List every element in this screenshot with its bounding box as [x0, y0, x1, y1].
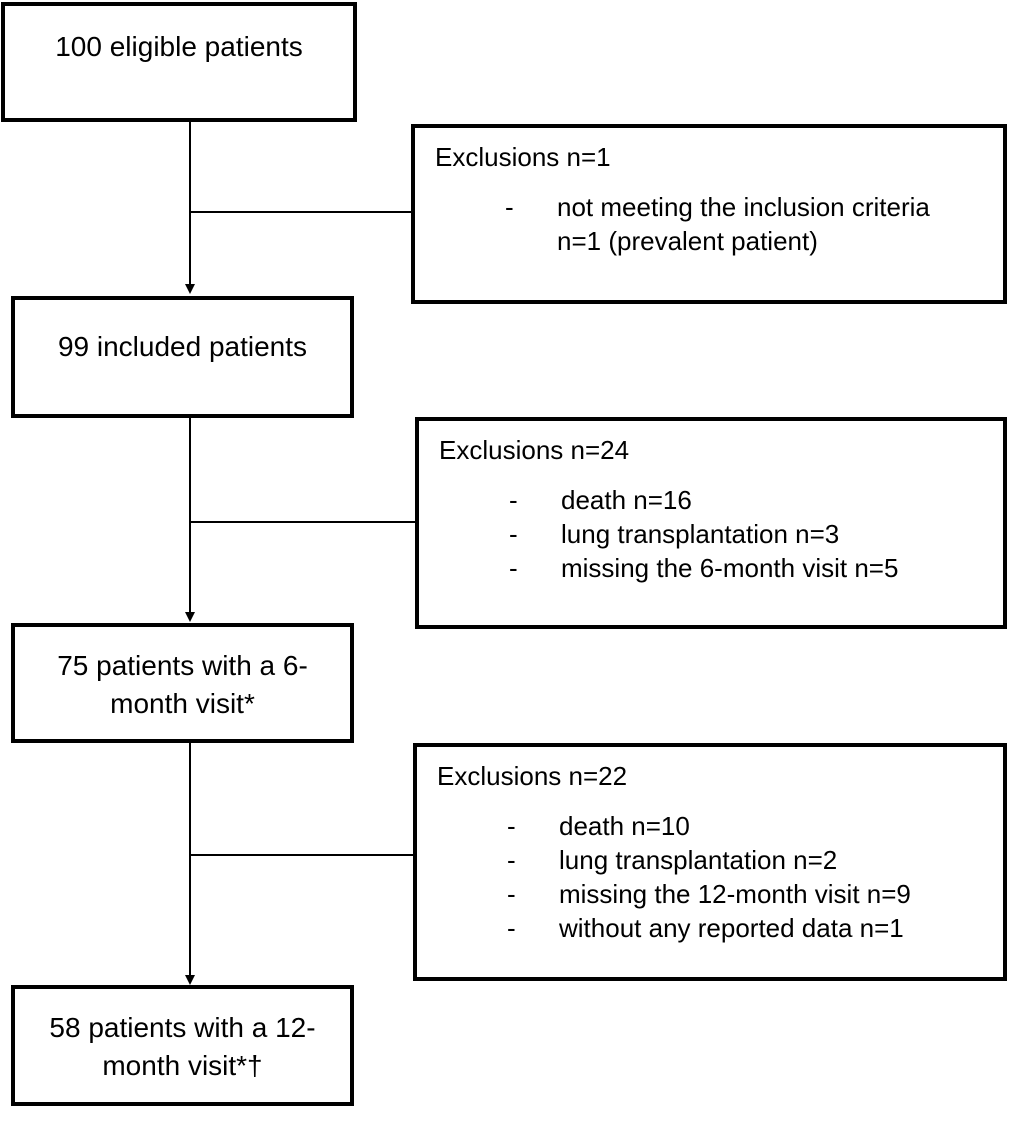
stage-6-month-line2: month visit*	[110, 688, 255, 719]
exclusion-item-text: n=1 (prevalent patient)	[557, 226, 818, 256]
exclusion-item-text: missing the 12-month visit n=9	[559, 879, 911, 909]
stage-included-text: 99 included patients	[57, 331, 308, 362]
bullet-dash: -	[507, 879, 516, 909]
exclusion-list: - death n=10 - lung transplantation n=2 …	[437, 809, 983, 945]
stage-included-box: 99 included patients	[11, 296, 354, 418]
bullet-dash: -	[507, 811, 516, 841]
exclusion-item-text: not meeting the inclusion criteria	[557, 192, 930, 222]
stage-eligible-text: 100 eligible patients	[55, 31, 303, 62]
bullet-dash: -	[509, 553, 518, 583]
exclusion-item-text: without any reported data n=1	[559, 913, 904, 943]
exclusion-item: - lung transplantation n=2	[507, 843, 983, 877]
stage-6-month-line1: 75 patients with a 6-	[57, 650, 308, 681]
exclusion-item-text: lung transplantation n=3	[561, 519, 840, 549]
exclusion-item: - lung transplantation n=3	[509, 517, 983, 551]
exclusion-item-text: lung transplantation n=2	[559, 845, 838, 875]
stage-6-month-box: 75 patients with a 6- month visit*	[11, 623, 354, 743]
exclusion-box-2: Exclusions n=24 - death n=16 - lung tran…	[415, 417, 1007, 629]
exclusion-title: Exclusions n=24	[439, 435, 630, 465]
stage-eligible-box: 100 eligible patients	[1, 2, 357, 122]
exclusion-box-1: Exclusions n=1 - not meeting the inclusi…	[411, 124, 1007, 304]
stage-12-month-line2: month visit*†	[102, 1050, 263, 1081]
exclusion-box-3: Exclusions n=22 - death n=10 - lung tran…	[413, 743, 1007, 981]
exclusion-item-text: death n=16	[561, 485, 692, 515]
exclusion-item: - death n=10	[507, 809, 983, 843]
stage-12-month-box: 58 patients with a 12- month visit*†	[11, 985, 354, 1106]
bullet-dash: -	[509, 519, 518, 549]
exclusion-item: - not meeting the inclusion criteria	[505, 190, 983, 224]
bullet-dash: -	[507, 913, 516, 943]
bullet-dash: -	[507, 845, 516, 875]
bullet-dash: -	[505, 192, 514, 222]
exclusion-item-text: death n=10	[559, 811, 690, 841]
exclusion-item-text: missing the 6-month visit n=5	[561, 553, 899, 583]
exclusion-list: - death n=16 - lung transplantation n=3 …	[439, 483, 983, 585]
bullet-dash: -	[509, 485, 518, 515]
exclusion-list: - not meeting the inclusion criteria n=1…	[435, 190, 983, 258]
exclusion-title: Exclusions n=1	[435, 142, 611, 172]
exclusion-item: - missing the 6-month visit n=5	[509, 551, 983, 585]
stage-12-month-line1: 58 patients with a 12-	[49, 1012, 316, 1043]
exclusion-item: - without any reported data n=1	[507, 911, 983, 945]
exclusion-title: Exclusions n=22	[437, 761, 628, 791]
exclusion-item: - death n=16	[509, 483, 983, 517]
exclusion-item: - missing the 12-month visit n=9	[507, 877, 983, 911]
exclusion-item: n=1 (prevalent patient)	[505, 224, 983, 258]
